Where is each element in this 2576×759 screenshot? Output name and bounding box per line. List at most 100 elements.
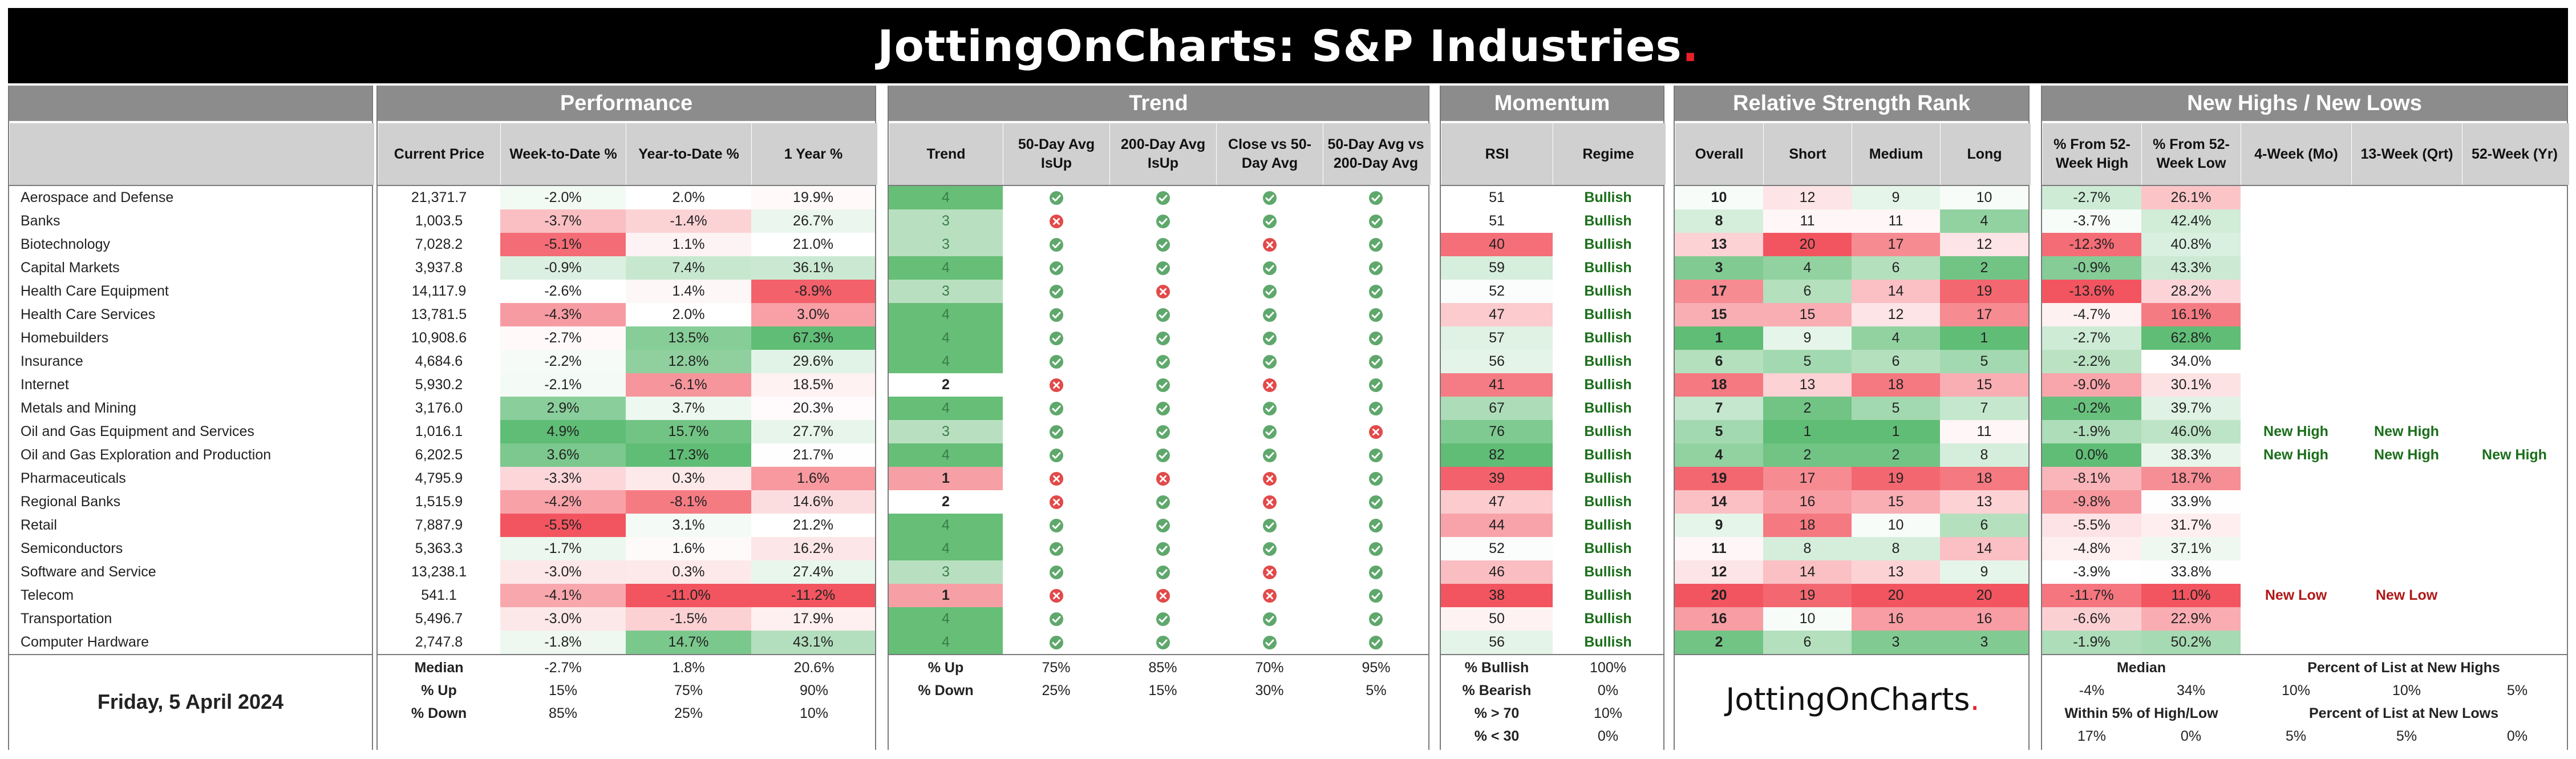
cell-ma50: [1003, 280, 1109, 303]
column-header-price: Current Price: [378, 123, 500, 185]
cell-trend: 4: [889, 514, 1003, 537]
cell-fl: 42.4%: [2141, 209, 2241, 233]
cell-w13: [2351, 280, 2462, 303]
check-circle-icon: [1368, 471, 1383, 486]
perf-footer-value: 10%: [799, 705, 829, 721]
cell-y1: -8.9%: [751, 280, 875, 303]
momentum-footer-value: 0%: [1597, 728, 1619, 744]
cell-ma200: [1109, 584, 1216, 607]
cell-ytd: 1.6%: [626, 537, 751, 560]
cell-wtd: 3.6%: [500, 443, 626, 467]
cell-medium: 5: [1852, 397, 1940, 420]
cell-w13: [2351, 537, 2462, 560]
cell-wtd: -3.3%: [500, 467, 626, 490]
industry-name: Metals and Mining: [21, 400, 136, 416]
check-circle-icon: [1049, 612, 1063, 626]
cell-price: 541.1: [421, 587, 457, 603]
cell-ma200: [1109, 514, 1216, 537]
cell-ytd: 17.3%: [626, 443, 751, 467]
perf-footer-value: 15%: [548, 682, 578, 699]
column-header-c50: Close vs 50-Day Avg: [1216, 123, 1323, 185]
cell-w52: [2462, 397, 2567, 420]
cell-y1: 16.2%: [751, 537, 875, 560]
check-circle-icon: [1368, 401, 1383, 415]
check-circle-icon: [1049, 237, 1063, 252]
cell-w13: [2351, 209, 2462, 233]
cell-fl: 30.1%: [2141, 373, 2241, 397]
industry-name: Software and Service: [21, 564, 156, 580]
cell-regime: Bullish: [1584, 447, 1632, 463]
check-circle-icon: [1049, 354, 1063, 369]
cell-w52: [2462, 467, 2567, 490]
cell-trend: 4: [889, 397, 1003, 420]
trend-footer-label: % Up: [927, 659, 964, 676]
cell-w52: [2462, 490, 2567, 514]
cell-long: 2: [1940, 256, 2028, 280]
cell-short: 9: [1763, 326, 1852, 350]
cell-ma200: [1109, 186, 1216, 209]
momentum-footer-value: 10%: [1593, 705, 1623, 721]
cell-ytd: -6.1%: [626, 373, 751, 397]
cell-fh: -1.9%: [2042, 420, 2141, 443]
cell-ma200: [1109, 209, 1216, 233]
check-circle-icon: [1262, 214, 1277, 228]
cell-w13: [2351, 373, 2462, 397]
cell-ytd: 0.3%: [626, 467, 751, 490]
cell-m50200: [1323, 397, 1428, 420]
check-circle-icon: [1368, 495, 1383, 509]
check-circle-icon: [1156, 308, 1170, 322]
cell-trend: 4: [889, 350, 1003, 373]
cell-m50200: [1323, 350, 1428, 373]
cell-overall: 17: [1675, 280, 1763, 303]
cell-price: 7,887.9: [415, 517, 463, 533]
check-circle-icon: [1262, 635, 1277, 649]
cell-fh: -11.7%: [2042, 584, 2141, 607]
cell-ma200: [1109, 303, 1216, 326]
cell-rsi: 38: [1441, 584, 1553, 607]
cell-w52: [2462, 256, 2567, 280]
cell-w52: [2462, 186, 2567, 209]
cell-ytd: 12.8%: [626, 350, 751, 373]
cell-wtd: -3.0%: [500, 560, 626, 584]
cell-rsi: 57: [1441, 326, 1553, 350]
check-circle-icon: [1368, 612, 1383, 626]
cell-w4: [2241, 514, 2351, 537]
cell-fh: -9.8%: [2042, 490, 2141, 514]
check-circle-icon: [1156, 448, 1170, 462]
check-circle-icon: [1368, 635, 1383, 649]
nh-new-highs-value: 5%: [2506, 682, 2528, 699]
cell-w4: [2241, 490, 2351, 514]
cell-c50: [1216, 373, 1323, 397]
cell-c50: [1216, 584, 1323, 607]
cell-wtd: -2.6%: [500, 280, 626, 303]
cell-ytd: 3.7%: [626, 397, 751, 420]
cell-wtd: -4.3%: [500, 303, 626, 326]
cell-price: 2,747.8: [415, 634, 463, 650]
check-circle-icon: [1049, 331, 1063, 345]
cell-w4: New High: [2263, 423, 2328, 439]
cell-c50: [1216, 233, 1323, 256]
cell-trend: 2: [889, 373, 1003, 397]
cell-c50: [1216, 326, 1323, 350]
momentum-footer-value: 0%: [1597, 682, 1619, 699]
cell-w13: [2351, 326, 2462, 350]
cell-overall: 12: [1675, 560, 1763, 584]
cell-medium: 20: [1852, 584, 1940, 607]
cell-y1: 21.0%: [751, 233, 875, 256]
cell-medium: 8: [1852, 537, 1940, 560]
cell-fh: -12.3%: [2042, 233, 2141, 256]
cell-ytd: 1.1%: [626, 233, 751, 256]
trend-footer-value: 30%: [1255, 682, 1284, 699]
cell-m50200: [1323, 256, 1428, 280]
section-header-rsr: Relative Strength Rank: [1675, 86, 2028, 121]
cell-fh: -5.5%: [2042, 514, 2141, 537]
cell-short: 1: [1763, 420, 1852, 443]
cell-trend: 4: [889, 326, 1003, 350]
cell-y1: 26.7%: [751, 209, 875, 233]
cell-overall: 19: [1675, 467, 1763, 490]
cell-short: 15: [1763, 303, 1852, 326]
cell-short: 16: [1763, 490, 1852, 514]
check-circle-icon: [1368, 308, 1383, 322]
cell-ma50: [1003, 490, 1109, 514]
cell-overall: 6: [1675, 350, 1763, 373]
